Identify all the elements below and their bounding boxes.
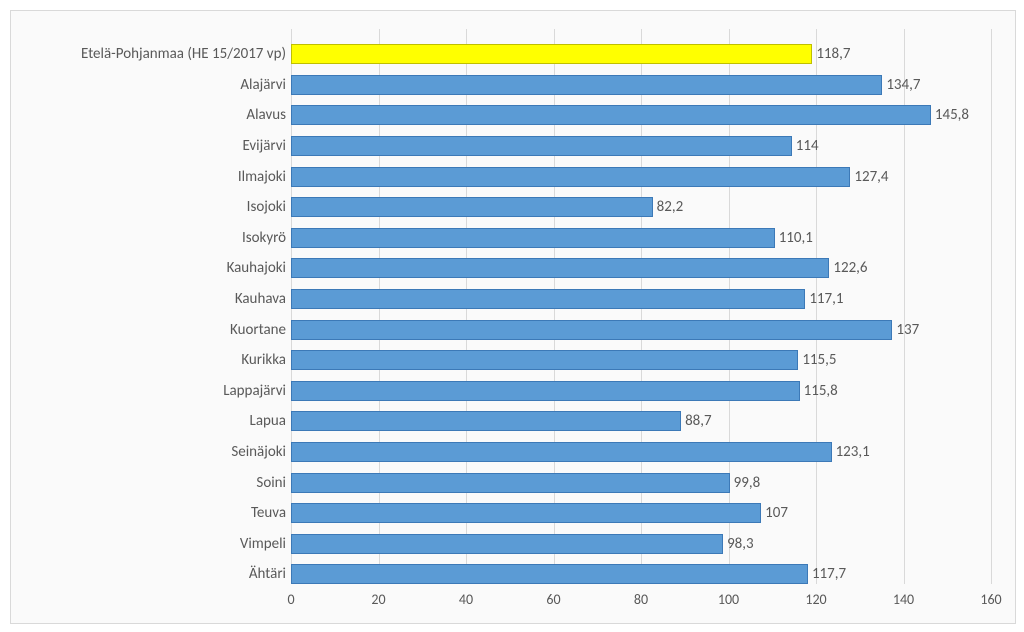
bar	[291, 228, 775, 248]
value-label: 122,6	[833, 259, 867, 277]
x-tick-label: 160	[980, 591, 1001, 608]
value-label: 134,7	[886, 76, 920, 94]
bar	[291, 167, 850, 187]
value-label: 145,8	[935, 106, 969, 124]
x-tick-label: 100	[718, 591, 739, 608]
bar-row: Kurikka115,5	[291, 345, 991, 376]
category-label: Alavus	[246, 106, 286, 124]
bar-row: Alajärvi134,7	[291, 70, 991, 101]
value-label: 107	[765, 504, 788, 522]
value-label: 115,8	[804, 382, 838, 400]
bar-row: Lapua88,7	[291, 406, 991, 437]
x-tick-label: 0	[287, 591, 294, 608]
bar-row: Kauhava117,1	[291, 284, 991, 315]
value-label: 117,7	[812, 565, 846, 583]
bar	[291, 381, 800, 401]
bar-row: Vimpeli98,3	[291, 529, 991, 560]
value-label: 99,8	[734, 474, 761, 492]
bar-row: Lappajärvi115,8	[291, 376, 991, 407]
category-label: Lappajärvi	[223, 382, 286, 400]
category-label: Isokyrö	[242, 229, 286, 247]
x-tick-label: 140	[893, 591, 914, 608]
value-label: 110,1	[779, 229, 813, 247]
bar-row: Soini99,8	[291, 467, 991, 498]
bar	[291, 320, 892, 340]
bar	[291, 197, 653, 217]
bar-row: Etelä-Pohjanmaa (HE 15/2017 vp)118,7	[291, 39, 991, 70]
value-label: 123,1	[836, 443, 870, 461]
category-label: Isojoki	[247, 198, 286, 216]
plot-area: 020406080100120140160Etelä-Pohjanmaa (HE…	[291, 29, 991, 584]
value-label: 88,7	[685, 412, 712, 430]
category-label: Kauhava	[235, 290, 286, 308]
value-label: 98,3	[727, 535, 754, 553]
bar	[291, 564, 808, 584]
value-label: 117,1	[809, 290, 843, 308]
bar	[291, 289, 805, 309]
bar	[291, 258, 829, 278]
category-label: Evijärvi	[242, 137, 286, 155]
x-tick-label: 20	[371, 591, 385, 608]
x-tick-label: 120	[805, 591, 826, 608]
bar	[291, 350, 798, 370]
value-label: 127,4	[854, 168, 888, 186]
category-label: Seinäjoki	[231, 443, 286, 461]
bar-row: Ilmajoki127,4	[291, 161, 991, 192]
bar	[291, 44, 812, 64]
bar-row: Alavus145,8	[291, 100, 991, 131]
bar	[291, 473, 730, 493]
value-label: 115,5	[802, 351, 836, 369]
bar-row: Evijärvi114	[291, 131, 991, 162]
value-label: 82,2	[657, 198, 684, 216]
category-label: Kuortane	[230, 321, 286, 339]
value-label: 118,7	[816, 45, 850, 63]
bar-row: Isokyrö110,1	[291, 223, 991, 254]
category-label: Ähtäri	[249, 565, 286, 583]
category-label: Soini	[256, 474, 286, 492]
bar	[291, 105, 931, 125]
bar	[291, 442, 832, 462]
bar-row: Teuva107	[291, 498, 991, 529]
bar	[291, 136, 792, 156]
bar-chart: 0 20 40 60 80 100 120 140 160 Etelä-Pohjanmaa (HE…	[10, 10, 1016, 624]
x-tick-label: 80	[634, 591, 648, 608]
value-label: 137	[896, 321, 919, 339]
bar-row: Kuortane137	[291, 314, 991, 345]
category-label: Kurikka	[241, 351, 286, 369]
category-label: Alajärvi	[240, 76, 286, 94]
category-label: Teuva	[251, 504, 286, 522]
bar	[291, 503, 761, 523]
category-label: Lapua	[250, 412, 286, 430]
category-label: Ilmajoki	[238, 168, 286, 186]
x-tick-label: 60	[546, 591, 560, 608]
bar-row: Ähtäri117,7	[291, 559, 991, 590]
gridline	[991, 29, 992, 584]
category-label: Etelä-Pohjanmaa (HE 15/2017 vp)	[81, 45, 286, 63]
bar-row: Seinäjoki123,1	[291, 437, 991, 468]
category-label: Kauhajoki	[227, 259, 286, 277]
value-label: 114	[796, 137, 819, 155]
bar	[291, 411, 681, 431]
bar-row: Kauhajoki122,6	[291, 253, 991, 284]
category-label: Vimpeli	[240, 535, 286, 553]
bar	[291, 534, 723, 554]
bar	[291, 75, 882, 95]
x-tick-label: 40	[459, 591, 473, 608]
bar-row: Isojoki82,2	[291, 192, 991, 223]
